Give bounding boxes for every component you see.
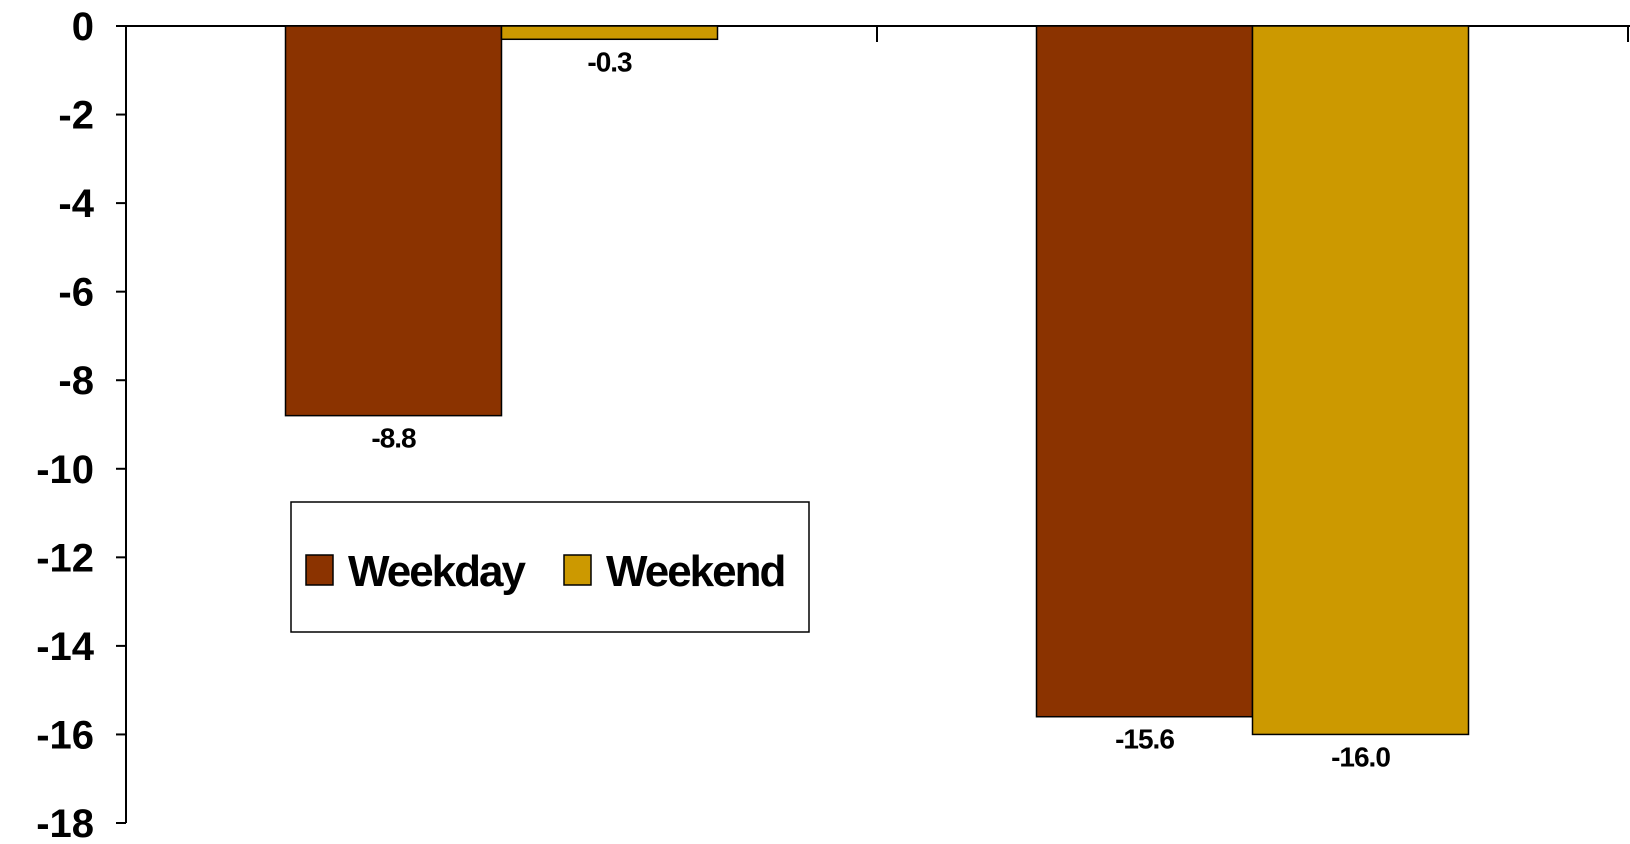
y-tick-label: -6 (58, 271, 94, 315)
y-tick-label: -4 (58, 182, 94, 226)
bar-weekend-2 (1251, 25, 1470, 736)
data-label-weekend-2: -16.0 (1331, 741, 1390, 772)
y-tick-label: 0 (72, 5, 94, 49)
legend-box (290, 501, 810, 633)
bars (284, 25, 1470, 736)
legend-swatch-weekend (563, 554, 592, 586)
bar-weekday-1 (284, 25, 503, 417)
legend: Weekday Weekend (290, 501, 810, 633)
y-tick-label: -14 (36, 625, 95, 669)
y-tick-label: -16 (36, 713, 94, 757)
bar-weekend-1 (500, 25, 719, 41)
y-tick-label: -10 (36, 448, 94, 492)
data-label-weekend-1: -0.3 (587, 46, 632, 77)
y-tick-label: -8 (58, 359, 94, 403)
legend-label-weekend: Weekend (606, 547, 784, 596)
bar-weekday-2 (1035, 25, 1254, 718)
y-tick-label: -18 (36, 802, 94, 844)
data-label-weekday-1: -8.8 (371, 423, 416, 454)
legend-swatch-weekday (305, 554, 334, 586)
y-tick-label: -2 (58, 94, 94, 138)
y-tick-label: -12 (36, 536, 94, 580)
data-label-weekday-2: -15.6 (1115, 724, 1174, 755)
data-labels: -8.8 -0.3 -15.6 -16.0 (371, 46, 1391, 772)
legend-label-weekday: Weekday (348, 547, 526, 596)
y-axis: 0 -2 -4 -6 -8 -10 -12 -14 -16 -18 (36, 5, 127, 844)
